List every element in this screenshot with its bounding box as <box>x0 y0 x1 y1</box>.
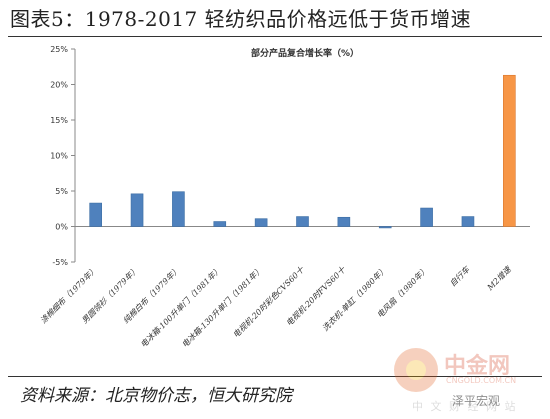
bar <box>89 202 102 227</box>
watermark-logo-inner <box>406 360 426 380</box>
y-tick-label: 0% <box>55 223 68 232</box>
bar <box>213 221 227 227</box>
source-note: 资料来源：北京物价志，恒大研究院 <box>20 386 292 406</box>
source-divider <box>8 376 542 377</box>
x-tick-label: 自行车 <box>448 264 472 288</box>
axis-layer: -5% 0% 5% 10% 15% 20% 25% <box>50 45 530 267</box>
bar-layer <box>89 74 516 229</box>
bar <box>378 226 392 229</box>
y-tick-label: 5% <box>55 187 68 196</box>
bar <box>296 216 309 227</box>
bar <box>130 193 144 227</box>
bar <box>337 216 351 227</box>
y-tick-label: 20% <box>50 81 68 90</box>
watermark-brand: 中金网 <box>444 354 511 379</box>
watermark: 中金网 CNGOLD.COM.CN 中 文 财 经 网 站 <box>392 346 547 416</box>
x-tick-label: 电冰箱-130升单门（1981年） <box>180 265 264 349</box>
y-tick-label: 10% <box>50 152 68 161</box>
bar-chart: 部分产品复合增长率（%） -5% 0% 5% 10% 15% 20% 25% 涤棉细布（19… <box>39 45 530 350</box>
bar <box>461 216 475 227</box>
title-divider <box>8 36 542 37</box>
y-tick-label: -5% <box>52 258 68 267</box>
page-title: 图表5：1978-2017 轻纺织品价格远低于货币增速 <box>10 7 472 31</box>
watermark-url: CNGOLD.COM.CN <box>446 376 517 385</box>
watermark-subtitle: 中 文 财 经 网 站 <box>412 400 518 413</box>
x-tick-label: 电视机-20时彩色CVS60十 <box>231 264 306 339</box>
x-tick-label: M2增速 <box>485 264 514 293</box>
bar <box>503 74 516 227</box>
y-tick-label: 25% <box>50 45 68 54</box>
watermark-author: 泽平宏观 <box>452 394 501 408</box>
bar <box>420 207 433 227</box>
watermark-logo-icon <box>394 348 438 392</box>
bar <box>172 191 185 227</box>
x-tick-labels: 涤棉细布（1979年）男圆领衫（1979年）纯棉白布（1979年）电冰箱-100… <box>39 264 514 350</box>
chart-title: 部分产品复合增长率（%） <box>251 47 359 59</box>
bar <box>254 218 268 227</box>
y-tick-label: 15% <box>50 116 68 125</box>
x-tick-label: 电冰箱-100升单门（1981年） <box>139 265 223 349</box>
